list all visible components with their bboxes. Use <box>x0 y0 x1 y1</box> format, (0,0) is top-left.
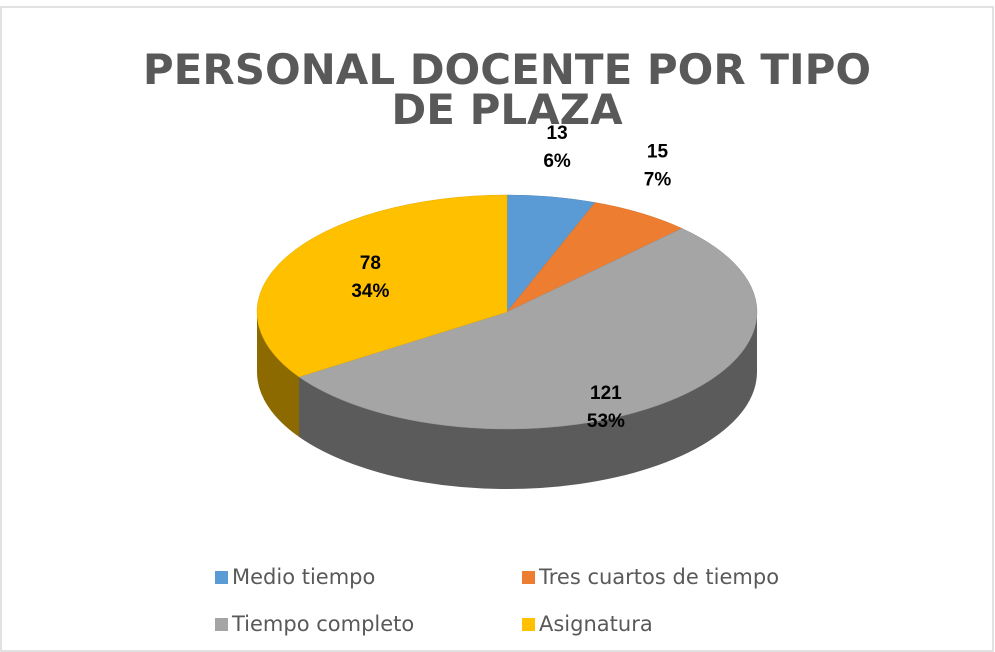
data-label-percent: 34% <box>351 281 389 302</box>
legend-swatch <box>215 571 228 584</box>
data-label: 121 <box>590 383 622 404</box>
legend-swatch <box>215 618 228 631</box>
data-label: 15 <box>647 142 669 163</box>
chart-title: PERSONAL DOCENTE POR TIPO DE PLAZA <box>143 45 871 134</box>
pie-side <box>257 312 300 437</box>
data-label-percent: 7% <box>644 170 672 191</box>
legend-label: Tiempo completo <box>231 612 414 636</box>
pie-side <box>299 312 757 489</box>
data-label-percent: 6% <box>543 151 571 172</box>
data-label: 13 <box>547 123 568 144</box>
legend-swatch <box>522 618 535 631</box>
pie-slice <box>298 228 758 430</box>
legend-label: Medio tiempo <box>232 565 375 589</box>
legend-label: Tres cuartos de tiempo <box>538 565 779 589</box>
data-label: 78 <box>360 253 381 274</box>
data-label-percent: 53% <box>587 411 625 432</box>
legend-swatch <box>522 571 535 584</box>
legend-label: Asignatura <box>539 612 653 636</box>
pie-slice <box>256 194 508 378</box>
